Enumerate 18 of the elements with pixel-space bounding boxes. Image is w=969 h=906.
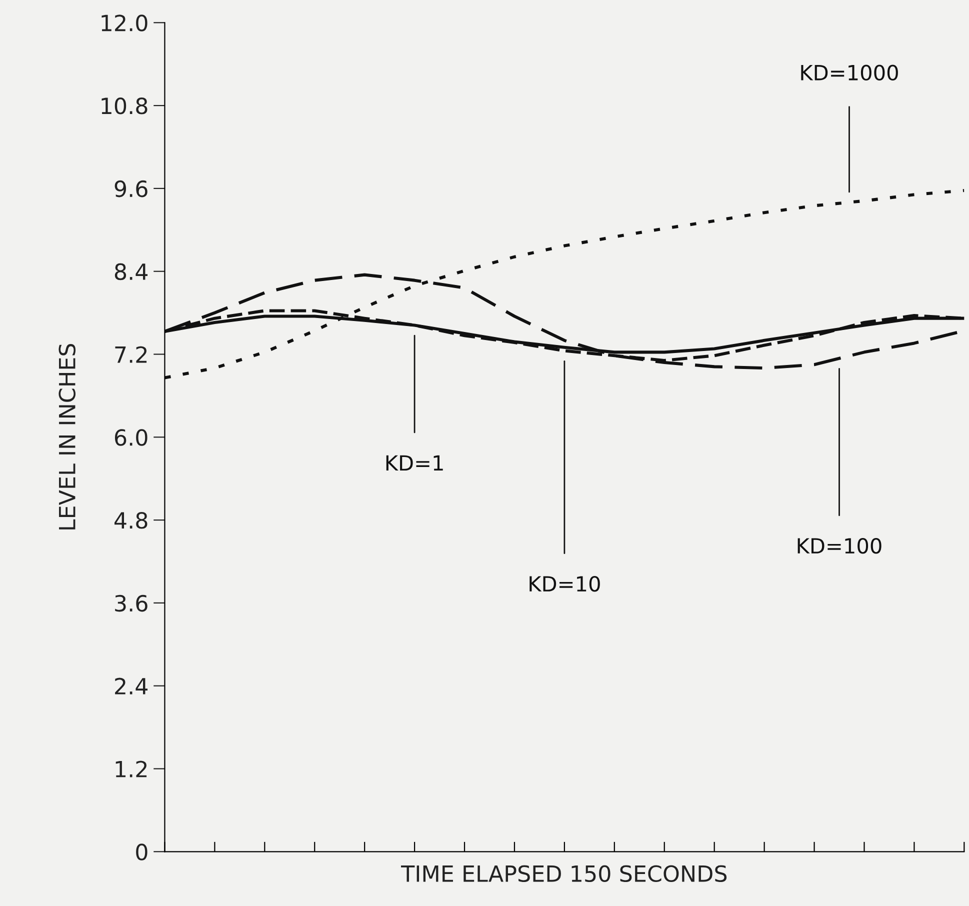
text: KD=1000 bbox=[801, 64, 898, 81]
y-tick-label: 1.2 bbox=[116, 760, 147, 778]
text: KD=1 bbox=[386, 455, 443, 471]
y-tick-label: 6.0 bbox=[114, 429, 148, 446]
y-tick-label: 4.8 bbox=[114, 512, 148, 529]
y-tick-label: 2.4 bbox=[115, 678, 148, 694]
text: KD=100 bbox=[798, 538, 882, 554]
y-tick-label: 0 bbox=[136, 844, 148, 860]
y-tick-label: 9.6 bbox=[114, 180, 148, 198]
y-axis-title: LEVEL IN INCHES bbox=[58, 344, 76, 530]
text: KD=10 bbox=[530, 576, 600, 592]
x-axis-title: TIME ELAPSED 150 SECONDS bbox=[401, 865, 727, 882]
y-tick-label: 10.8 bbox=[102, 98, 148, 114]
y-tick-label: 8.4 bbox=[114, 263, 148, 280]
y-tick-label: 7.2 bbox=[115, 346, 147, 363]
y-tick-label: 12.0 bbox=[102, 14, 148, 32]
line-series bbox=[164, 188, 964, 380]
y-tick-label: 3.6 bbox=[115, 594, 148, 612]
